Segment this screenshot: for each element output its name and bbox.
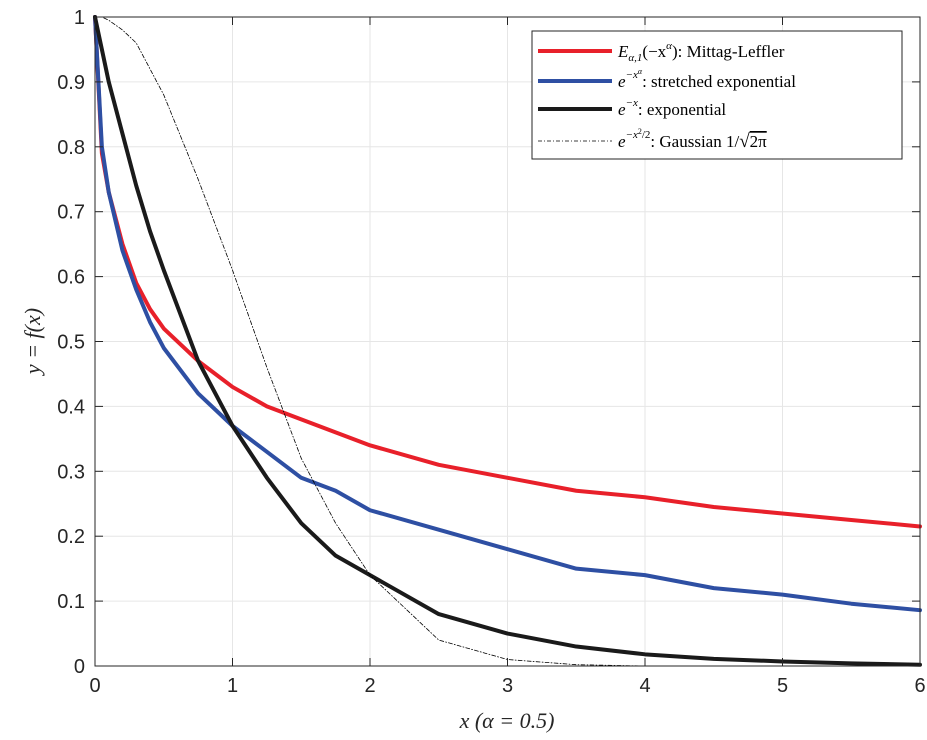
y-tick-label: 0.8 — [57, 137, 85, 159]
x-tick-label: 0 — [89, 675, 100, 697]
legend-entry-gaussian: e−x2/2: Gaussian 1/√2π — [618, 127, 767, 152]
y-tick-label: 0.6 — [57, 267, 85, 289]
legend: Eα,1(−xα): Mittag-Leffler e−xα: stretche… — [531, 30, 903, 160]
x-tick-label: 3 — [502, 675, 513, 697]
x-tick-label: 2 — [364, 675, 375, 697]
series-line-exponential — [93, 15, 922, 667]
legend-entry-exponential: e−x: exponential — [618, 97, 726, 119]
x-tick-label: 5 — [777, 675, 788, 697]
y-tick-label: 0.3 — [57, 461, 85, 483]
y-tick-label: 0 — [74, 656, 85, 678]
sqrt-sign: √ — [739, 131, 750, 152]
y-tick-label: 0.2 — [57, 526, 85, 548]
y-tick-label: 1 — [74, 7, 85, 29]
y-tick-label: 0.9 — [57, 72, 85, 94]
ticks: 0 1 2 3 4 5 6 0 0.1 0.2 0.3 0.4 0.5 0.6 0.7 0.8 0.9 1 — [57, 7, 925, 697]
y-tick-label: 0.5 — [57, 332, 85, 354]
y-tick-label: 0.4 — [57, 396, 85, 418]
y-tick-label: 0.1 — [57, 591, 85, 613]
series-line-stretched-exponential — [93, 15, 922, 613]
y-tick-label: 0.7 — [57, 202, 85, 224]
x-tick-label: 1 — [227, 675, 238, 697]
legend-entry-mittag-leffler: Eα,1(−xα): Mittag-Leffler — [617, 40, 785, 64]
x-axis-label: x (α = 0.5) — [459, 708, 555, 733]
series-line-mittag-leffler — [93, 15, 922, 529]
y-axis-label: y = f(x) — [20, 308, 45, 376]
x-tick-label: 4 — [639, 675, 650, 697]
sqrt-argument: 2π — [750, 132, 768, 151]
legend-entry-stretched: e−xα: stretched exponential — [618, 67, 796, 91]
x-tick-label: 6 — [914, 675, 925, 697]
